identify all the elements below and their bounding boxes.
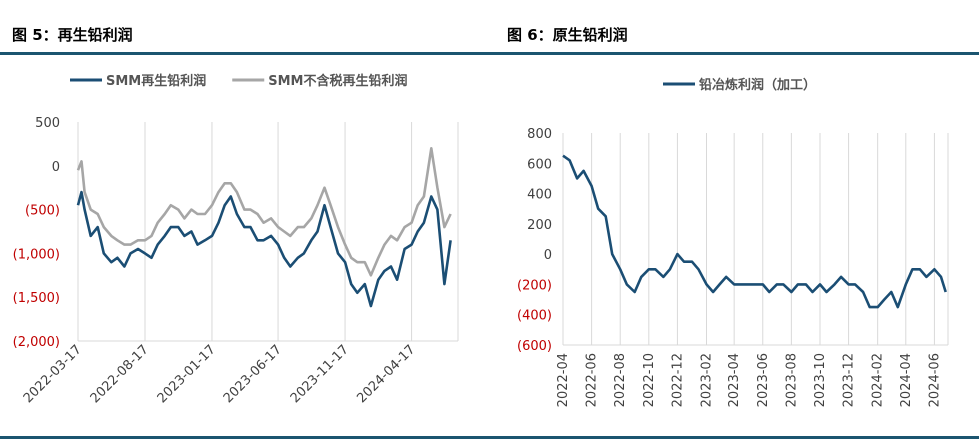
- series-line: [76, 147, 452, 277]
- x-tick-label: 2024-04: [899, 353, 914, 407]
- y-tick-label: (400): [517, 309, 552, 324]
- y-tick-label: 400: [527, 188, 552, 203]
- y-tick-label: 800: [527, 127, 552, 142]
- x-tick-label: 2022-04: [556, 353, 571, 407]
- y-tick-label: (500): [25, 204, 60, 219]
- y-tick-label: (200): [517, 278, 552, 293]
- x-tick-label: 2022-12: [670, 353, 685, 407]
- y-tick-label: 500: [35, 116, 60, 131]
- series-line: [562, 154, 947, 309]
- x-tick-label: 2024-02: [871, 353, 886, 407]
- x-tick-label: 2023-02: [699, 353, 714, 407]
- y-tick-label: 0: [544, 248, 552, 263]
- x-tick-label: 2022-10: [642, 353, 657, 407]
- left-figure-title: 图 5：再生铅利润: [12, 26, 133, 44]
- bottom-rule: [0, 436, 979, 439]
- x-tick-label: 2023-08: [784, 353, 799, 407]
- right-figure-title: 图 6：原生铅利润: [507, 26, 628, 44]
- legend-label: SMM不含税再生铅利润: [268, 73, 407, 89]
- y-tick-label: (600): [517, 339, 552, 354]
- x-tick-label: 2024-06: [927, 353, 942, 407]
- y-tick-label: (1,500): [13, 291, 60, 306]
- series-line: [76, 190, 452, 308]
- x-tick-label: 2023-04: [727, 353, 742, 407]
- y-tick-label: 200: [527, 218, 552, 233]
- y-tick-label: (1,000): [13, 247, 60, 262]
- y-tick-label: 600: [527, 157, 552, 172]
- legend-label: SMM再生铅利润: [106, 73, 206, 89]
- x-tick-label: 2022-08: [613, 353, 628, 407]
- x-tick-label: 2023-06: [756, 353, 771, 407]
- x-tick-label: 2023-12: [842, 353, 857, 407]
- legend-label: 铅冶炼利润（加工）: [699, 77, 816, 93]
- top-rule: [0, 52, 979, 55]
- x-tick-label: 2023-10: [813, 353, 828, 407]
- y-tick-label: (2,000): [13, 335, 60, 350]
- x-tick-label: 2022-06: [585, 353, 600, 407]
- y-tick-label: 0: [52, 160, 60, 175]
